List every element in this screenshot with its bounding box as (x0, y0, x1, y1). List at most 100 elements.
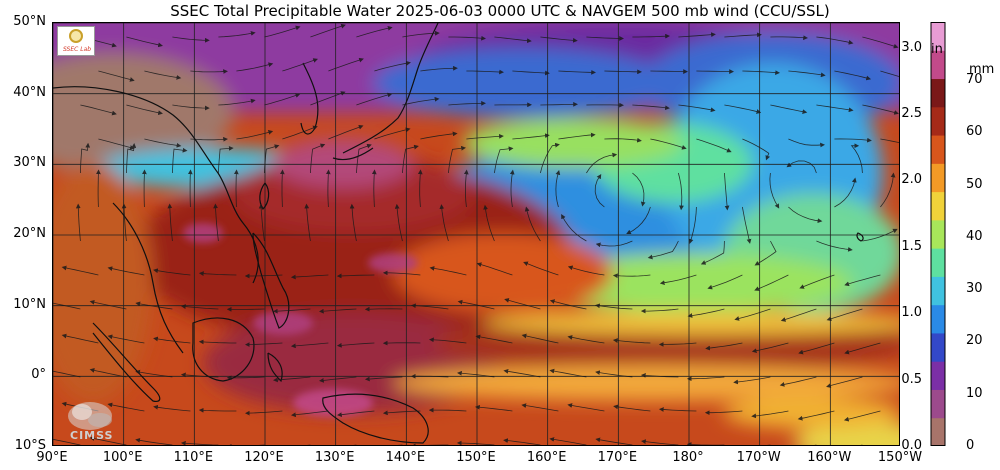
lat-label: 20°N (13, 226, 46, 241)
wind-arrow (850, 143, 863, 174)
wind-arrow (475, 334, 513, 344)
wind-arrow (604, 69, 642, 75)
colorbar-segment (931, 135, 945, 164)
wind-arrow (153, 336, 191, 344)
wind-arrow (549, 437, 587, 445)
lat-label: 10°N (13, 296, 46, 312)
lon-label: 90°E (36, 450, 68, 465)
wind-arrow (612, 338, 651, 344)
wind-arrow (394, 203, 403, 242)
wind-arrow (816, 104, 854, 113)
lat-label: 50°N (13, 14, 46, 29)
wind-arrow (420, 131, 458, 140)
wind-arrow (862, 228, 898, 242)
colorbar-mm-label: 30 (966, 281, 983, 297)
wind-arrow (382, 410, 421, 416)
cimss-logo (68, 402, 112, 430)
colorbar-unit-mm: mm (969, 62, 995, 77)
wind-arrow (279, 169, 285, 208)
wind-arrow (402, 144, 419, 174)
lon-label: 100°E (102, 450, 143, 465)
wind-arrow (98, 138, 135, 150)
wind-arrow (826, 376, 863, 388)
wind-arrow (751, 410, 789, 419)
wind-arrow (397, 444, 403, 445)
wind-arrow (307, 444, 311, 445)
wind-arrow (180, 372, 219, 378)
wind-arrow (521, 403, 559, 412)
wind-arrow (107, 402, 145, 412)
wind-arrow (244, 273, 283, 279)
wind-arrow (439, 204, 449, 242)
wind-arrow (126, 104, 163, 116)
wind-arrow (172, 36, 210, 43)
wind-arrow (75, 203, 81, 242)
wind-arrow (410, 373, 449, 379)
colorbar-mm-label: 0 (966, 438, 975, 453)
wind-arrow (356, 25, 393, 38)
wind-arrow (595, 437, 633, 445)
wind-arrow (121, 203, 127, 242)
wind-arrow (687, 308, 725, 318)
wind-arrow (98, 70, 135, 82)
wind-arrow (733, 376, 771, 385)
wind-arrow (696, 138, 732, 153)
wind-arrow (144, 70, 182, 80)
wind-arrow (844, 342, 881, 355)
lon-label: 160°W (807, 450, 852, 465)
wind-arrow (172, 104, 210, 111)
wind-arrow (816, 36, 854, 45)
wind-arrow (456, 440, 495, 445)
wind-arrow (540, 36, 578, 43)
wind-arrow (304, 203, 311, 242)
wind-arrow (799, 274, 835, 289)
wind-arrow (291, 410, 329, 418)
wind-arrow (704, 410, 743, 416)
wind-arrow (356, 143, 372, 174)
wind-arrow (612, 273, 651, 279)
wind-arrow (172, 147, 188, 174)
cimss-logo-label: CIMSS (70, 429, 114, 442)
wind-arrow (567, 335, 605, 344)
wind-arrow (198, 339, 237, 345)
wind-arrow (798, 342, 835, 355)
wind-arrow (420, 65, 458, 72)
wind-arrow (282, 58, 319, 72)
seal-icon (69, 29, 83, 43)
wind-arrow (167, 203, 173, 242)
map-title: SSEC Total Precipitable Water 2025-06-03… (170, 2, 830, 20)
ssec-logo: SSEC Lab (57, 26, 95, 56)
wind-arrow (272, 308, 311, 314)
wind-arrow (190, 136, 228, 142)
wind-arrow (374, 127, 411, 140)
colorbar-segment (931, 163, 945, 193)
wind-arrow (180, 304, 219, 310)
wind-arrow (567, 403, 605, 412)
wind-arrow (540, 101, 578, 107)
wind-arrow (770, 104, 808, 114)
wind-arrow (107, 266, 145, 276)
colorbar-segment (931, 389, 945, 419)
wind-arrow (754, 240, 777, 266)
wind-arrow (356, 92, 393, 106)
wind-arrow (769, 172, 780, 209)
wind-arrow (318, 308, 357, 314)
wind-arrow (89, 368, 127, 378)
wind-arrow (258, 203, 265, 242)
colorbar-mm-label: 70 (966, 71, 983, 87)
coastlines (53, 23, 864, 444)
wind-arrow (613, 404, 651, 412)
wind-arrow (126, 36, 163, 48)
colorbar-segment (931, 22, 945, 51)
wind-arrow (880, 172, 896, 208)
lon-label: 170°W (736, 450, 781, 465)
wind-arrow (880, 70, 899, 77)
lon-label: 120°E (244, 450, 284, 465)
lon-label: 110°E (173, 450, 214, 465)
wind-arrow (319, 376, 357, 383)
wind-arrow (190, 69, 228, 74)
wind-arrow (282, 125, 318, 140)
wind-arrow (374, 60, 411, 72)
colorbar-mm-label: 60 (966, 124, 983, 140)
wind-arrow (742, 70, 780, 75)
